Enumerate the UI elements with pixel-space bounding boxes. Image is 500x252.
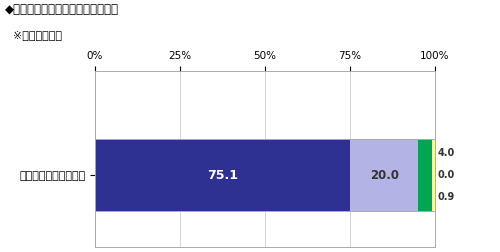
Bar [95,139,350,211]
Text: 4.0: 4.0 [438,148,455,158]
Text: 20.0: 20.0 [370,169,399,182]
Bar [418,139,432,211]
Text: 0.9: 0.9 [438,192,455,202]
Text: ※単一回答形式: ※単一回答形式 [12,30,62,40]
Text: 75.1: 75.1 [207,169,238,182]
Text: ◆ガソリンを入れる際に多い入れ方: ◆ガソリンを入れる際に多い入れ方 [5,3,119,16]
Text: 0.0: 0.0 [438,170,455,180]
Bar [432,139,435,211]
Bar [350,139,418,211]
